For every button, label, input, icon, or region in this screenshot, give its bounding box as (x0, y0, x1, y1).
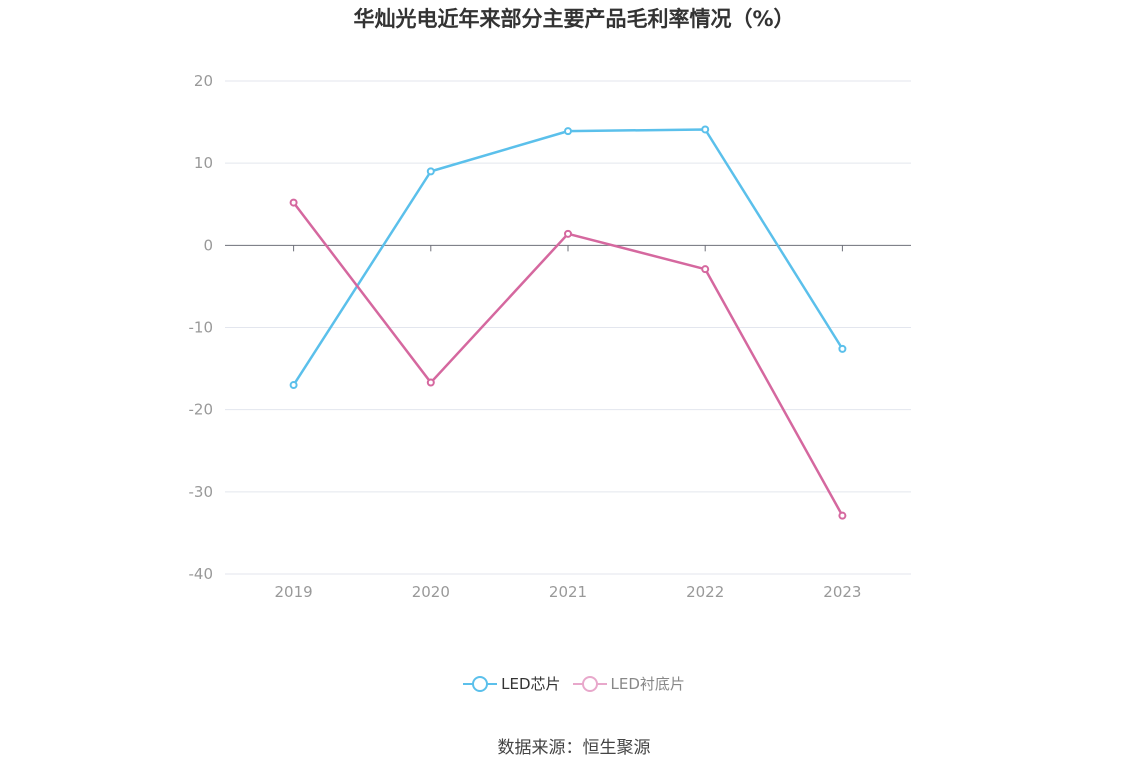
x-tick-label: 2019 (275, 583, 313, 601)
data-point (564, 127, 572, 136)
y-tick-label: -30 (189, 483, 214, 501)
grid-lines (225, 80, 911, 575)
legend-label: LED衬底片 (610, 675, 685, 693)
data-point (289, 381, 298, 390)
chart-title: 华灿光电近年来部分主要产品毛利率情况（%） (353, 7, 795, 31)
data-source: 数据来源：恒生聚源 (497, 738, 651, 758)
legend: LED芯片 LED衬底片 (0, 672, 1148, 700)
data-point (838, 344, 847, 353)
data-point (289, 198, 298, 207)
axes: 20 10 0 -10 -20 -30 -40 2019 2020 2021 2022 2023 (189, 72, 911, 601)
series-line-1 (292, 128, 844, 386)
y-tick-label: -20 (189, 401, 214, 419)
data-point (426, 167, 435, 176)
y-tick-label: 20 (194, 72, 213, 90)
data-point (426, 378, 435, 387)
y-tick-label: 0 (203, 236, 213, 254)
data-point (838, 511, 847, 520)
y-tick-label: -10 (189, 319, 214, 337)
data-point (701, 125, 710, 134)
legend-item-2[interactable]: LED衬底片 (572, 672, 685, 696)
data-point (564, 229, 572, 238)
legend-line-circle-icon (463, 675, 498, 693)
legend-label: LED芯片 (501, 675, 561, 693)
x-tick-label: 2020 (412, 583, 450, 601)
y-tick-label: 10 (194, 154, 213, 172)
y-tick-label: -40 (189, 565, 214, 583)
x-tick-label: 2023 (823, 583, 861, 601)
data-point (701, 265, 710, 274)
x-tick-label: 2022 (686, 583, 724, 601)
series-lines (289, 125, 847, 520)
x-tick-label: 2021 (549, 583, 587, 601)
legend-line-circle-icon (572, 675, 607, 693)
legend-item-1[interactable]: LED芯片 (463, 672, 561, 696)
